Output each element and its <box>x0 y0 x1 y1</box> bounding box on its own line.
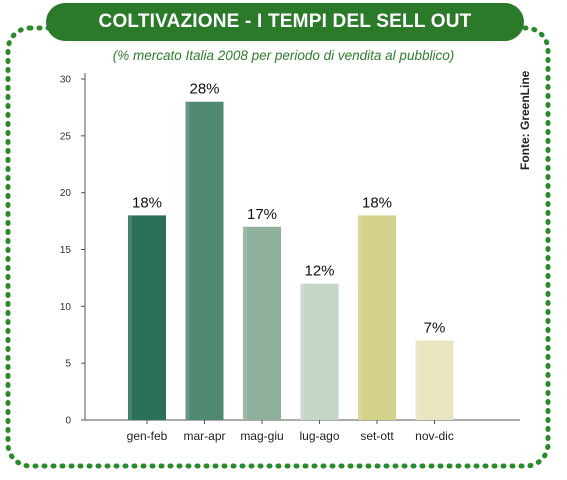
data-label: 18% <box>362 194 392 211</box>
source-note: Fonte: GreenLine <box>510 64 540 174</box>
chart-title: COLTIVAZIONE - I TEMPI DEL SELL OUT <box>46 3 524 41</box>
bar-highlight <box>128 215 132 420</box>
bar-highlight <box>300 283 305 420</box>
data-label: 7% <box>424 319 446 336</box>
bar <box>128 215 166 420</box>
x-tick-label: set-ott <box>360 429 394 443</box>
bar-highlight <box>358 215 362 420</box>
bar-highlight <box>243 226 247 420</box>
data-label: 12% <box>304 263 334 280</box>
y-tick-label: 25 <box>60 131 72 142</box>
y-tick-label: 15 <box>60 245 72 256</box>
bar-highlight <box>415 340 420 420</box>
data-label: 18% <box>132 194 162 211</box>
x-tick-label: mag-giu <box>240 429 283 443</box>
data-label: 28% <box>189 81 219 98</box>
y-tick-label: 5 <box>65 359 71 370</box>
bar <box>185 101 224 420</box>
chart-subtitle: (% mercato Italia 2008 per periodo di ve… <box>112 48 455 63</box>
bar <box>415 340 454 420</box>
plot-area: 0 5 10 15 20 25 30 18% gen-feb 28% mar-apr 17% mag-g… <box>60 73 520 443</box>
source-label: Fonte: GreenLine <box>518 70 532 170</box>
data-label: 17% <box>247 206 277 223</box>
bar <box>358 215 396 420</box>
y-tick-label: 20 <box>60 188 72 199</box>
y-tick-label: 10 <box>60 302 72 313</box>
bar <box>243 226 281 420</box>
bar-highlight <box>185 101 190 420</box>
y-tick-label: 0 <box>65 416 71 427</box>
bar <box>300 283 339 420</box>
y-tick-label: 30 <box>60 75 72 86</box>
dotted-border <box>5 25 551 469</box>
x-tick-label: mar-apr <box>183 429 225 443</box>
x-tick-label: nov-dic <box>415 429 454 443</box>
x-tick-label: gen-feb <box>127 429 168 443</box>
x-tick-label: lug-ago <box>299 429 339 443</box>
